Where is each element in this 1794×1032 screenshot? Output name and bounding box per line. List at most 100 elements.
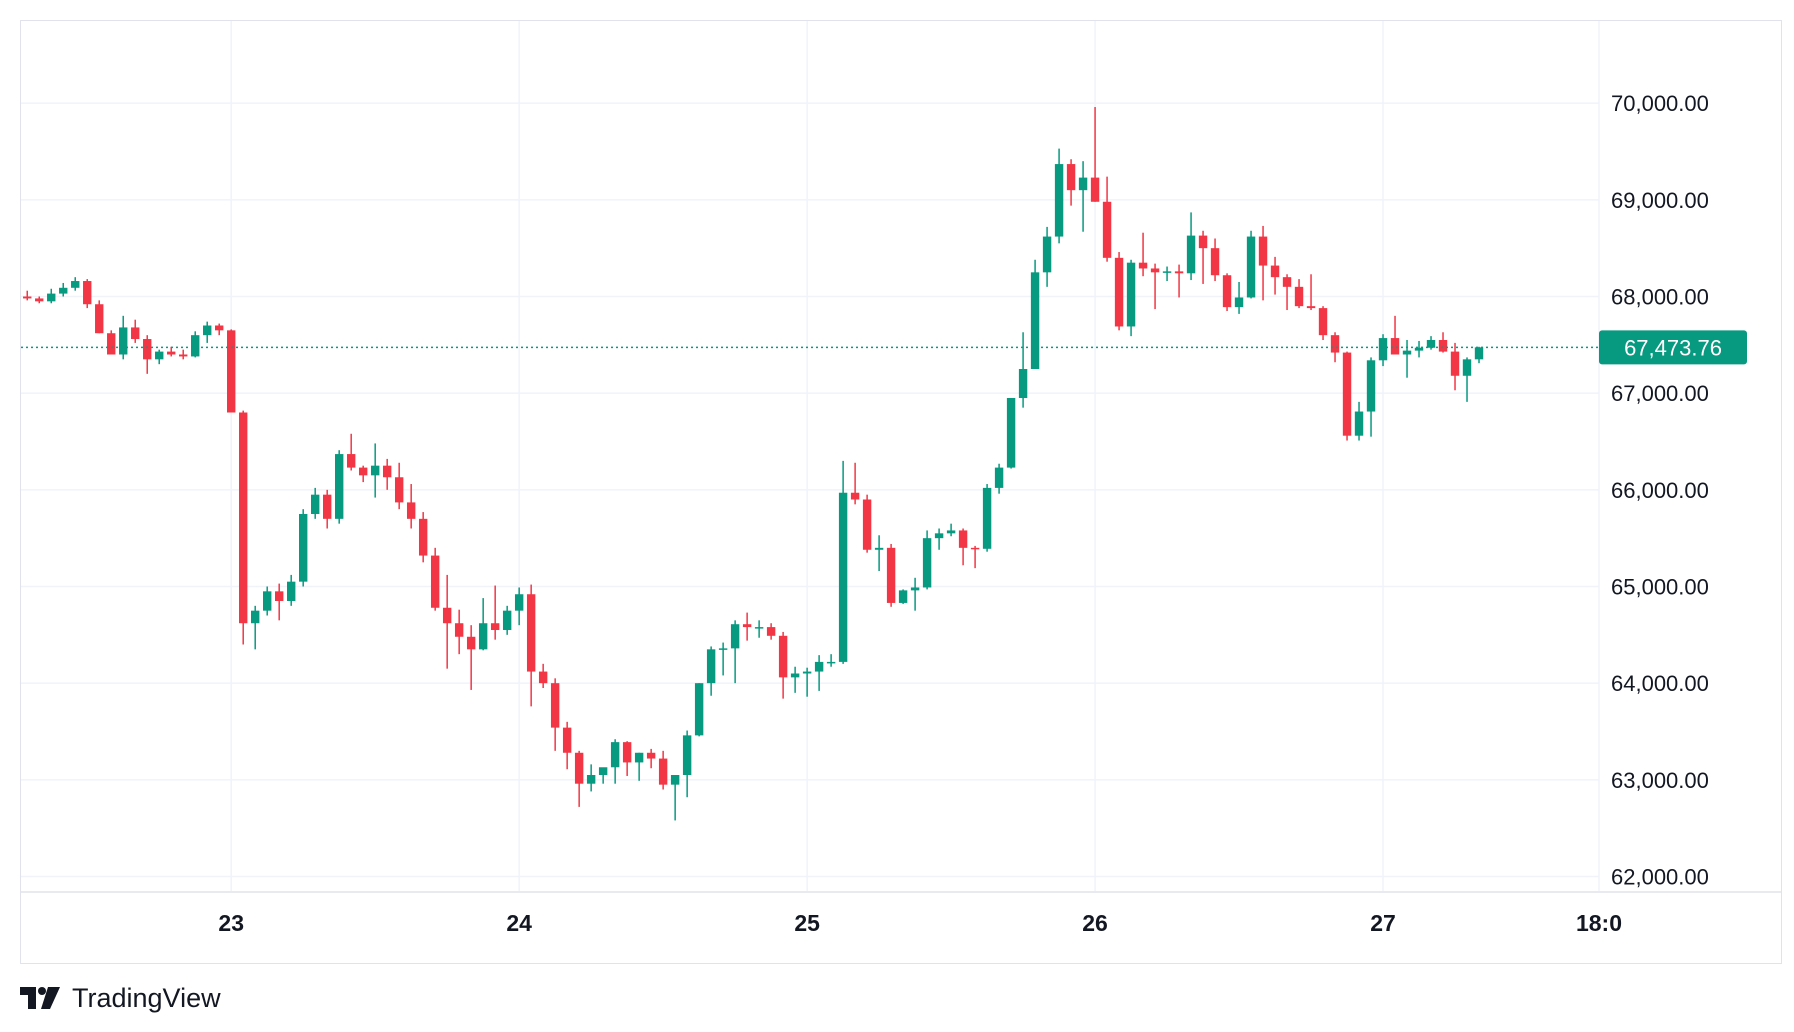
candle-body: [682, 735, 692, 775]
candle-body: [1306, 306, 1316, 309]
candle: [742, 612, 752, 641]
candlestick-chart[interactable]: 67,473.76 70,000.00 69,000.00 68,000.00 67,…: [21, 21, 1781, 963]
chart-panel[interactable]: 67,473.76 70,000.00 69,000.00 68,000.00 67,…: [20, 20, 1782, 964]
candle-body: [47, 293, 56, 302]
candle: [131, 319, 140, 343]
y-tick-label: 68,000.00: [1611, 285, 1709, 310]
candle: [370, 443, 380, 498]
candle-body: [754, 627, 764, 629]
brand-name: TradingView: [72, 982, 221, 1013]
candle: [682, 730, 692, 798]
candle: [155, 349, 164, 365]
candle-body: [934, 533, 944, 539]
candle-body: [1390, 338, 1400, 355]
candle: [418, 512, 428, 563]
candle-body: [1078, 177, 1088, 191]
candle: [910, 577, 920, 611]
y-tick-label: 64,000.00: [1611, 671, 1709, 696]
candle-body: [946, 530, 956, 534]
candle: [922, 530, 932, 590]
candle: [778, 631, 788, 699]
candle-body: [454, 623, 464, 637]
candle-body: [1462, 359, 1472, 376]
candle-body: [1270, 265, 1280, 278]
candle: [1462, 357, 1472, 402]
candle-body: [814, 661, 824, 672]
candle-body: [514, 594, 524, 611]
candle: [874, 535, 884, 572]
candle-body: [1090, 177, 1100, 202]
candle-body: [694, 683, 704, 736]
candle-body: [478, 623, 488, 650]
candle-body: [922, 538, 932, 588]
candle: [263, 586, 272, 616]
candle-body: [1342, 352, 1352, 436]
candle: [95, 300, 104, 334]
candle: [430, 547, 440, 611]
candle: [1030, 259, 1040, 369]
candle-body: [35, 298, 44, 302]
candle-body: [275, 591, 284, 601]
candle-body: [298, 514, 308, 582]
last-price: 67,473.76: [21, 330, 1747, 365]
candle-body: [1030, 272, 1040, 369]
candle-body: [430, 555, 440, 608]
candle-body: [610, 742, 620, 768]
candle-body: [1366, 360, 1376, 412]
candle: [1006, 398, 1016, 469]
candle-body: [1282, 277, 1292, 287]
candle: [646, 748, 656, 769]
candle-body: [910, 587, 920, 591]
x-tick-label: 27: [1370, 910, 1396, 936]
candle: [107, 330, 116, 355]
candle-body: [382, 465, 392, 478]
candle: [227, 329, 236, 413]
candle: [994, 463, 1004, 494]
grid: [21, 21, 1600, 891]
candle: [658, 750, 668, 790]
candle-body: [598, 767, 608, 775]
candle-body: [802, 671, 812, 674]
candle: [23, 290, 32, 301]
candle: [826, 654, 836, 667]
candle-body: [838, 492, 848, 662]
brand[interactable]: TradingView: [20, 982, 221, 1014]
candle: [802, 667, 812, 697]
candle: [406, 484, 416, 529]
candle: [538, 663, 548, 688]
candle-body: [1174, 271, 1184, 274]
candle-body: [239, 412, 248, 624]
candle: [466, 625, 476, 690]
candle-body: [334, 454, 344, 519]
candle-body: [562, 727, 572, 753]
candle-body: [1414, 347, 1424, 351]
candle: [1354, 401, 1364, 441]
candle-body: [1150, 268, 1160, 273]
candle: [1318, 306, 1328, 340]
x-tick-label: 26: [1082, 910, 1108, 936]
candle-body: [1066, 164, 1076, 191]
candle-body: [1438, 340, 1448, 352]
candle-body: [1210, 248, 1220, 276]
candle: [790, 666, 800, 693]
candle: [862, 494, 872, 553]
candle-body: [442, 607, 452, 624]
candle: [1270, 256, 1280, 295]
y-tick-label: 69,000.00: [1611, 188, 1709, 213]
candle: [730, 620, 740, 684]
candle: [718, 642, 728, 676]
candle-body: [227, 330, 236, 413]
candle: [622, 741, 632, 776]
candle-body: [131, 327, 140, 340]
candle-body: [215, 325, 224, 331]
candle-body: [1354, 411, 1364, 436]
candle-body: [862, 499, 872, 550]
candle: [1186, 212, 1196, 281]
candle: [119, 315, 128, 360]
candle: [1474, 346, 1484, 364]
candle: [1402, 340, 1412, 378]
candle-body: [1126, 262, 1136, 327]
candle: [179, 349, 188, 360]
candle-body: [322, 494, 332, 519]
candle: [1162, 266, 1172, 282]
